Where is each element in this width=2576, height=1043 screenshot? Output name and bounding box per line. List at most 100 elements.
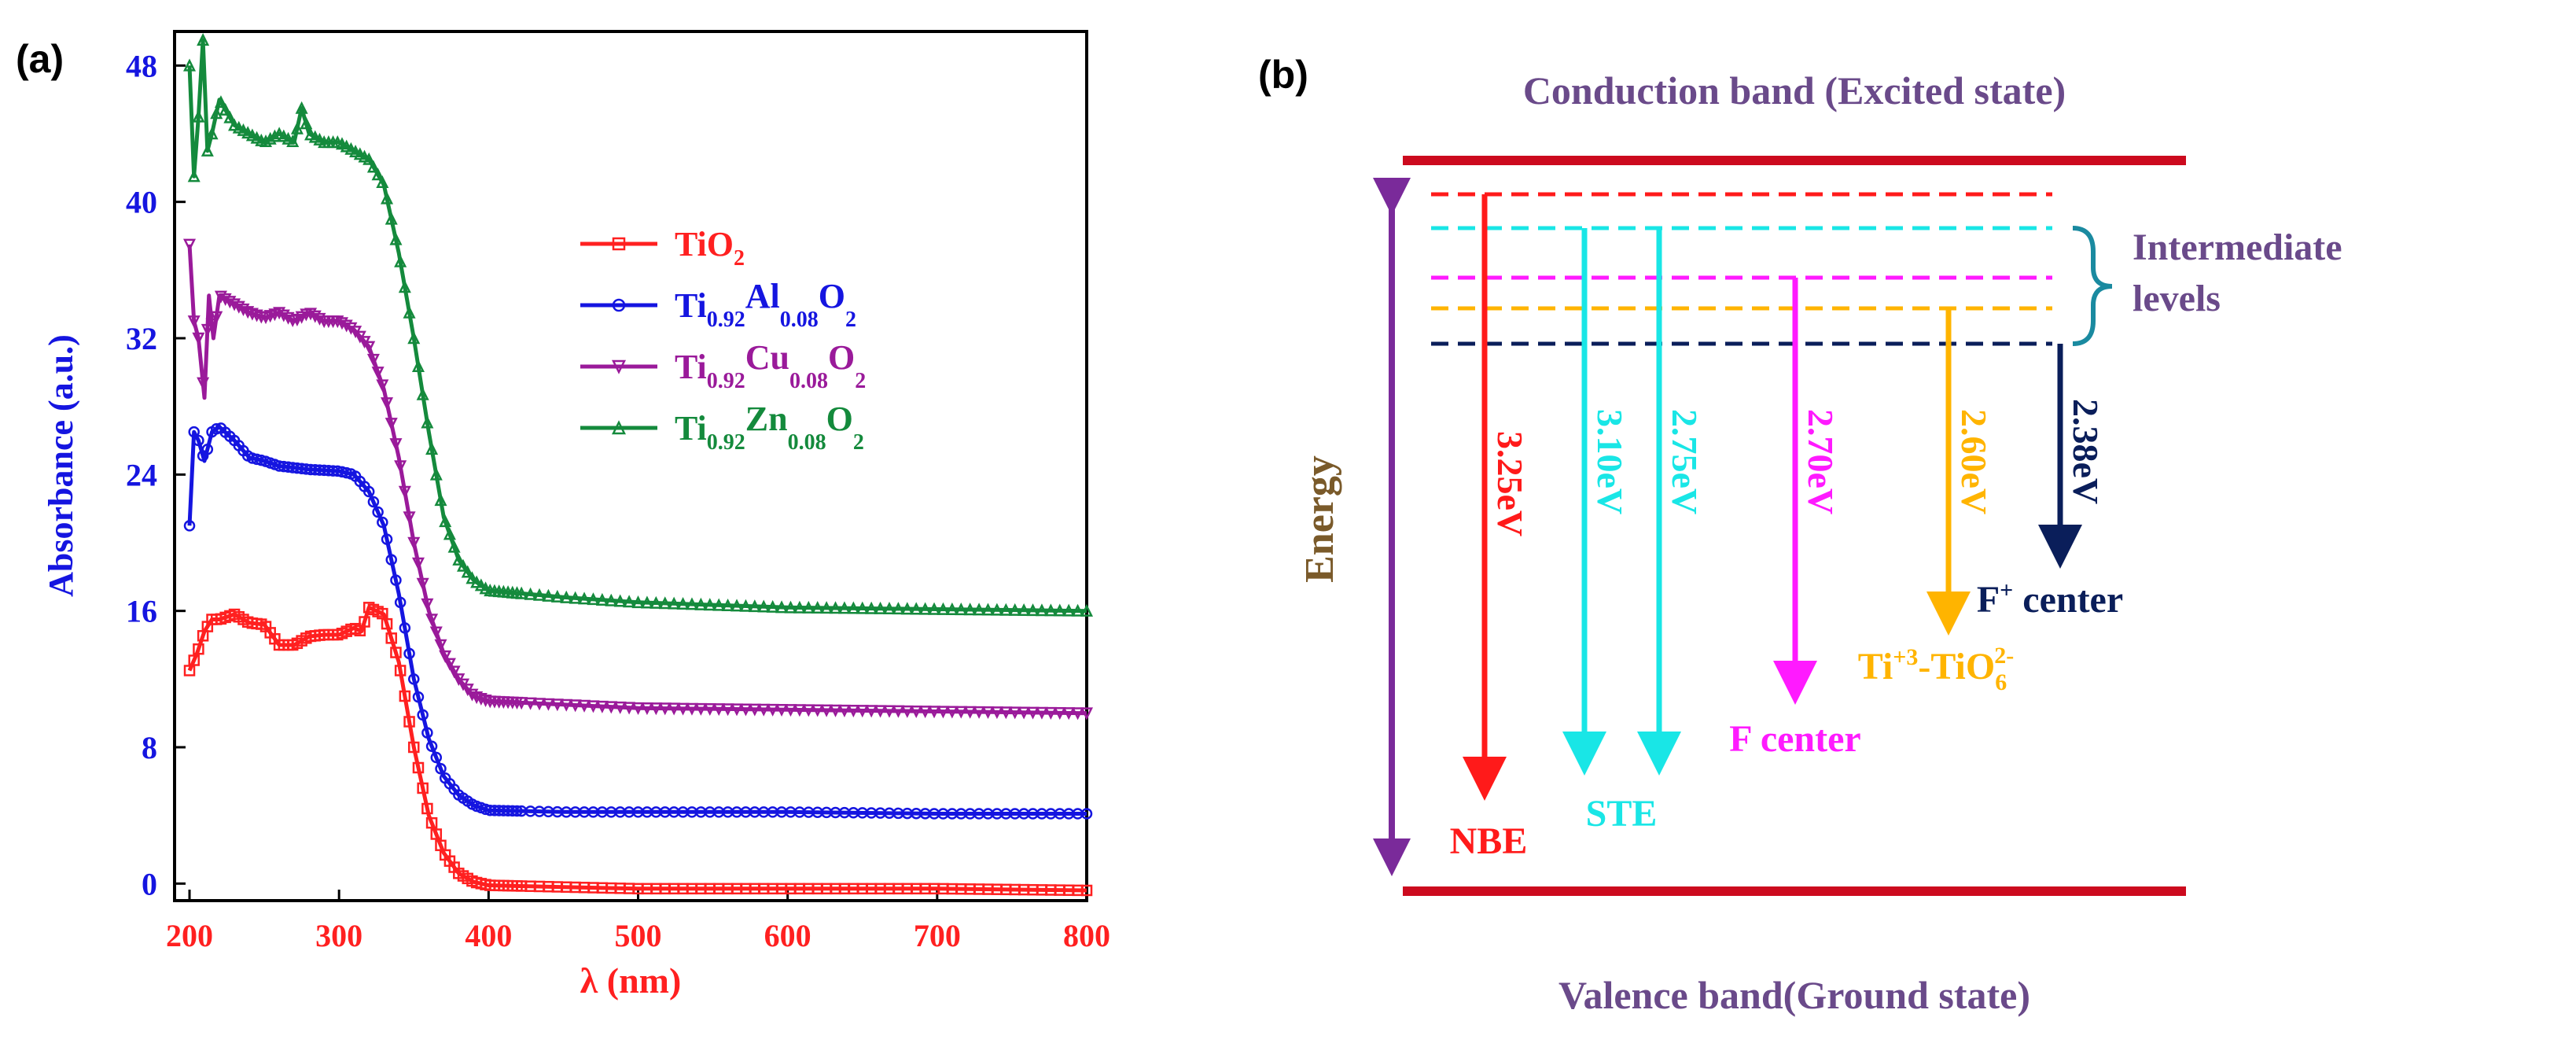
- energy-value-ste-2: 2.75eV: [1665, 409, 1705, 514]
- data-point: [210, 106, 223, 120]
- transition-label-ste: STE: [1586, 793, 1658, 835]
- data-point: [421, 598, 434, 611]
- data-point: [587, 700, 600, 713]
- data-point: [394, 596, 407, 609]
- data-point: [1062, 707, 1076, 721]
- data-point: [412, 761, 425, 774]
- data-point: [542, 698, 555, 711]
- data-point: [362, 341, 376, 354]
- data-point: [542, 588, 555, 602]
- data-point: [892, 602, 905, 615]
- data-point: [766, 599, 779, 613]
- data-point: [874, 705, 887, 718]
- data-point: [197, 377, 210, 390]
- data-point: [214, 290, 227, 304]
- data-point: [1026, 706, 1040, 720]
- data-point: [1071, 707, 1084, 721]
- data-point: [434, 493, 447, 507]
- data-point: [973, 706, 986, 719]
- data-point: [273, 307, 286, 320]
- data-point: [371, 367, 385, 380]
- data-point: [456, 558, 470, 572]
- transition-label-ti3: Ti+3-TiO62-: [1858, 643, 2014, 695]
- data-point: [811, 600, 824, 614]
- data-point: [515, 697, 528, 710]
- data-point: [865, 601, 878, 614]
- data-point: [237, 303, 250, 316]
- data-point: [658, 702, 672, 716]
- data-point: [739, 599, 753, 612]
- data-point: [429, 467, 443, 481]
- data-point: [1044, 603, 1058, 617]
- data-point: [569, 699, 582, 713]
- data-point: [192, 109, 205, 123]
- data-point: [1044, 706, 1058, 720]
- x-tick-label: 700: [914, 918, 961, 953]
- data-point: [390, 647, 402, 658]
- energy-value-fcenter: 2.70eV: [1801, 409, 1841, 514]
- legend-label-zn: Ti0.92Zn0.08O2: [675, 400, 864, 455]
- data-point: [416, 577, 429, 591]
- data-point: [188, 654, 200, 666]
- transition-label-nbe: NBE: [1450, 820, 1528, 862]
- data-point: [631, 595, 645, 609]
- data-point: [193, 434, 204, 447]
- data-point: [443, 527, 456, 540]
- data-point: [712, 598, 726, 611]
- data-point: [578, 699, 591, 713]
- data-point: [730, 599, 744, 612]
- data-point: [389, 438, 403, 451]
- data-point: [447, 540, 461, 553]
- y-axis-label: Absorbance (a.u.): [42, 334, 80, 597]
- data-point: [766, 703, 779, 717]
- data-point: [928, 602, 941, 615]
- data-point: [411, 557, 425, 570]
- data-point: [578, 592, 591, 605]
- data-point: [416, 387, 429, 400]
- x-tick-label: 500: [615, 918, 662, 953]
- data-point: [721, 598, 734, 611]
- data-point: [847, 705, 860, 718]
- data-point: [408, 673, 420, 685]
- data-point: [241, 306, 255, 319]
- data-point: [182, 238, 197, 252]
- data-point: [290, 121, 304, 135]
- data-point: [425, 614, 439, 627]
- data-point: [721, 703, 734, 717]
- data-point: [474, 578, 488, 592]
- data-point: [399, 690, 411, 702]
- data-point: [676, 596, 690, 610]
- x-tick-label: 800: [1063, 918, 1110, 953]
- data-point: [910, 602, 923, 615]
- data-point: [470, 575, 484, 588]
- data-point: [434, 639, 447, 652]
- data-point: [394, 665, 407, 676]
- data-point: [389, 232, 403, 245]
- data-point: [910, 705, 923, 718]
- data-point: [228, 298, 241, 311]
- data-point: [955, 603, 968, 616]
- legend: TiO2 Ti0.92Al0.08O2 Ti0.92Cu0.08O2 Ti0.92Zn…: [580, 225, 866, 455]
- data-point: [640, 595, 653, 609]
- x-tick-label: 200: [166, 918, 213, 953]
- data-point: [430, 828, 443, 840]
- legend-marker-tio2: [612, 237, 626, 251]
- data-point: [193, 643, 204, 655]
- data-point: [511, 805, 523, 817]
- data-point: [605, 593, 618, 606]
- data-point: [399, 622, 411, 634]
- data-point: [286, 134, 300, 147]
- legend-label-cu: Ti0.92Cu0.08O2: [675, 338, 866, 393]
- data-point: [1035, 603, 1048, 617]
- data-point: [429, 626, 443, 639]
- data-point: [187, 315, 201, 329]
- data-point: [945, 602, 959, 615]
- data-point: [900, 602, 914, 615]
- data-point: [730, 703, 744, 717]
- data-point: [712, 703, 726, 717]
- data-point: [421, 727, 433, 739]
- data-point: [403, 716, 415, 728]
- data-point: [631, 702, 645, 715]
- data-point: [385, 554, 397, 566]
- data-point: [990, 603, 1003, 616]
